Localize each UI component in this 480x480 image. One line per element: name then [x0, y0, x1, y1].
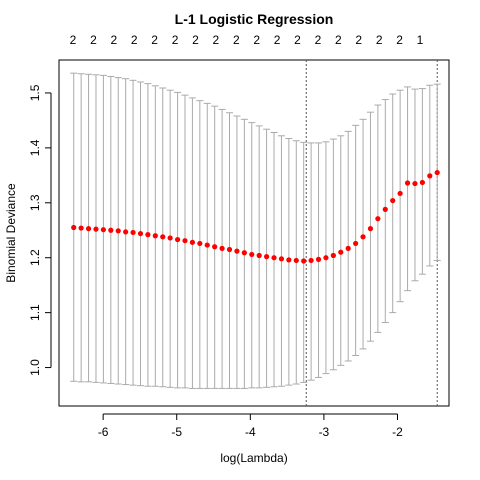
data-point	[434, 169, 440, 176]
data-point	[145, 232, 151, 238]
data-point	[286, 257, 292, 263]
y-tick-label: 1.0	[28, 359, 42, 376]
top-axis-label: 2	[110, 33, 117, 47]
data-point	[345, 245, 351, 251]
data-point	[152, 233, 158, 239]
top-axis-label: 2	[172, 33, 179, 47]
data-point	[249, 251, 255, 258]
data-point	[367, 226, 374, 232]
x-tick-label: -2	[392, 425, 403, 439]
y-axis: 1.0 1.1 1.2 1.3 1.4 1.5	[28, 84, 52, 376]
y-tick-label: 1.1	[28, 304, 42, 321]
x-tick-label: -6	[98, 425, 109, 439]
data-point	[182, 238, 188, 244]
data-point	[353, 240, 359, 247]
top-axis-label: 2	[213, 33, 220, 47]
data-point	[375, 216, 381, 222]
data-point	[315, 256, 322, 262]
top-axis-label: 2	[355, 33, 362, 47]
data-point	[293, 257, 299, 264]
y-tick-label: 1.4	[28, 139, 42, 156]
error-bar	[389, 93, 397, 314]
error-bar	[359, 118, 367, 350]
data-point	[115, 228, 121, 234]
data-point	[241, 250, 247, 256]
data-point	[301, 258, 307, 264]
top-axis-label: 2	[70, 33, 77, 47]
data-point	[234, 248, 240, 254]
top-axis-label: 2	[335, 33, 342, 47]
x-tick-label: -4	[245, 425, 256, 439]
y-tick-label: 1.2	[28, 249, 42, 266]
x-tick-label: -5	[171, 425, 182, 439]
data-point	[338, 249, 344, 255]
data-point	[390, 197, 396, 204]
data-point	[219, 245, 225, 251]
data-point	[100, 227, 106, 233]
data-point	[263, 254, 270, 260]
data-point	[108, 227, 114, 233]
data-point	[427, 173, 433, 179]
data-point	[123, 229, 129, 235]
x-axis: -6 -5 -4 -3 -2	[98, 413, 403, 439]
data-point	[404, 180, 411, 186]
top-axis-label: 2	[376, 33, 383, 47]
data-point	[137, 230, 144, 237]
data-point	[382, 206, 388, 212]
data-point	[330, 252, 336, 259]
top-axis-label: 2	[274, 33, 281, 47]
data-point	[278, 256, 285, 262]
data-point	[78, 225, 84, 231]
data-point	[130, 229, 136, 236]
x-tick-label: -3	[319, 425, 330, 439]
top-axis-label: 2	[90, 33, 97, 47]
data-point	[197, 240, 203, 247]
data-point	[167, 235, 173, 241]
data-point	[71, 224, 77, 231]
data-point	[397, 190, 403, 197]
y-axis-label: Binomial Deviance	[4, 183, 18, 283]
data-point	[360, 234, 366, 240]
data-point	[308, 257, 314, 264]
data-point	[271, 255, 277, 261]
data-point	[174, 236, 181, 243]
plot-frame	[58, 59, 450, 407]
top-axis-label: 2	[294, 33, 301, 47]
data-point	[412, 180, 418, 187]
y-tick-label: 1.5	[28, 84, 42, 101]
data-point	[226, 246, 233, 253]
error-bar	[352, 124, 360, 356]
data-point	[323, 255, 329, 261]
top-axis-label: 2	[315, 33, 322, 47]
top-axis-label: 1	[417, 33, 424, 47]
data-points	[71, 169, 440, 264]
top-axis-label: 2	[192, 33, 199, 47]
data-point	[419, 179, 425, 186]
data-point	[256, 252, 262, 259]
top-axis-label: 2	[253, 33, 260, 47]
data-point	[189, 239, 196, 245]
data-point	[204, 242, 210, 248]
data-point	[212, 244, 218, 250]
y-tick-label: 1.3	[28, 194, 42, 211]
top-axis-label: 2	[233, 33, 240, 47]
top-axis-label: 2	[396, 33, 403, 47]
error-bar	[404, 86, 412, 292]
data-point	[85, 226, 92, 232]
chart-title: L-1 Logistic Regression	[175, 11, 334, 27]
top-axis-label: 2	[151, 33, 158, 47]
data-point	[160, 234, 166, 240]
data-point	[93, 226, 99, 232]
top-axis-label: 2	[131, 33, 138, 47]
x-axis-label: log(Lambda)	[220, 451, 287, 465]
